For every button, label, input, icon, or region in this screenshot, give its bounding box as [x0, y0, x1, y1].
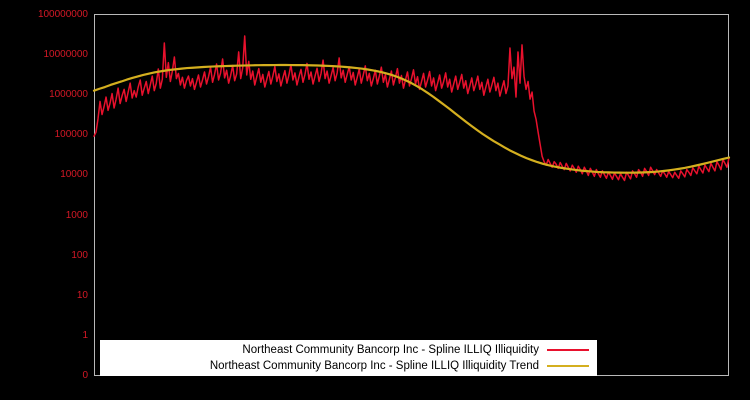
y-axis-tick-labels: 100000000 10000000 1000000 100000 10000 1000 1…	[0, 0, 88, 400]
legend-label-illiquidity: Northeast Community Bancorp Inc - Spline…	[242, 344, 539, 356]
y-axis-tick-label: 100000	[54, 129, 88, 141]
legend-swatch-illiquidity	[547, 349, 589, 351]
series-group	[92, 35, 731, 182]
chart-legend: Northeast Community Bancorp Inc - Spline…	[100, 340, 597, 376]
legend-entry-illiquidity[interactable]: Northeast Community Bancorp Inc - Spline…	[100, 342, 597, 358]
series-illiquidity-trend-line	[92, 63, 731, 174]
y-axis-tick-label: 10	[76, 289, 88, 301]
series-illiquidity-line	[93, 35, 730, 182]
y-axis-tick-label: 1	[82, 329, 88, 341]
y-axis-tick-label: 0	[82, 370, 88, 381]
y-axis-tick-label: 10000	[60, 169, 88, 181]
y-axis-tick-label: 100	[71, 249, 88, 261]
y-axis-tick-label: 1000000	[49, 89, 88, 101]
legend-entry-illiquidity-trend[interactable]: Northeast Community Bancorp Inc - Spline…	[100, 358, 597, 374]
legend-swatch-illiquidity-trend	[547, 365, 589, 367]
plot-area-frame	[94, 14, 729, 376]
y-axis-tick-label: 100000000	[37, 9, 88, 20]
y-axis-tick-label: 1000	[65, 209, 88, 221]
legend-label-illiquidity-trend: Northeast Community Bancorp Inc - Spline…	[209, 360, 539, 372]
y-axis-tick-label: 10000000	[43, 49, 89, 61]
